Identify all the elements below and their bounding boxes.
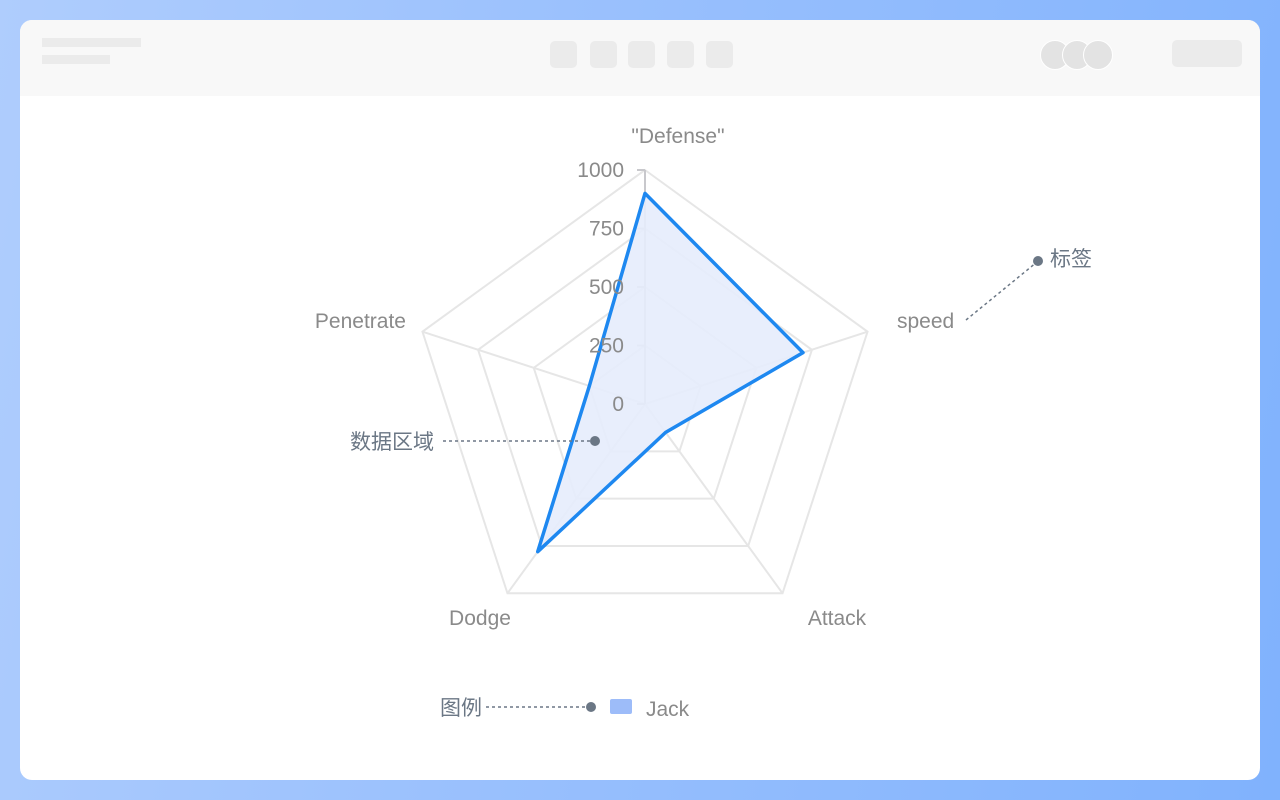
annotation-data-area: 数据区域 (350, 431, 600, 454)
indicator-label: Penetrate (315, 310, 406, 333)
tick-label: 0 (612, 393, 624, 416)
annotation-legend-text: 图例 (440, 697, 482, 720)
legend-item-jack[interactable]: Jack (610, 698, 690, 721)
legend-label: Jack (646, 698, 690, 721)
annotation-data-area-text: 数据区域 (350, 431, 434, 454)
grid-spoke (644, 403, 784, 594)
annotation-dot (586, 702, 596, 712)
indicator-label: Dodge (449, 607, 511, 630)
grid-ring (421, 168, 869, 595)
title-placeholder (42, 38, 141, 47)
browser-window (20, 20, 1260, 780)
legend-swatch (610, 699, 632, 714)
toolbar-placeholder (20, 20, 1260, 96)
annotation-legend: 图例 (440, 697, 596, 720)
tool-button[interactable] (550, 41, 577, 68)
tick-label: 1000 (577, 159, 624, 182)
tool-button[interactable] (590, 41, 617, 68)
action-button[interactable] (1172, 40, 1242, 67)
indicator-label: speed (897, 310, 954, 333)
tick-label: 250 (589, 335, 624, 358)
indicator-label: Attack (808, 607, 867, 630)
tool-button[interactable] (667, 41, 694, 68)
tick-label: 500 (589, 276, 624, 299)
avatar (1083, 40, 1113, 70)
subtitle-placeholder (42, 55, 110, 64)
series-area (537, 193, 804, 552)
annotation-label-text: 标签 (1050, 248, 1092, 271)
indicator-label: "Defense" (631, 125, 724, 148)
annotation-dot (1033, 256, 1043, 266)
annotation-label: 标签 (965, 248, 1092, 321)
tool-button[interactable] (628, 41, 655, 68)
tool-button[interactable] (706, 41, 733, 68)
series-line (535, 191, 805, 554)
grid-ring (476, 227, 814, 547)
tick-label: 750 (589, 218, 624, 241)
annotation-dot (590, 436, 600, 446)
